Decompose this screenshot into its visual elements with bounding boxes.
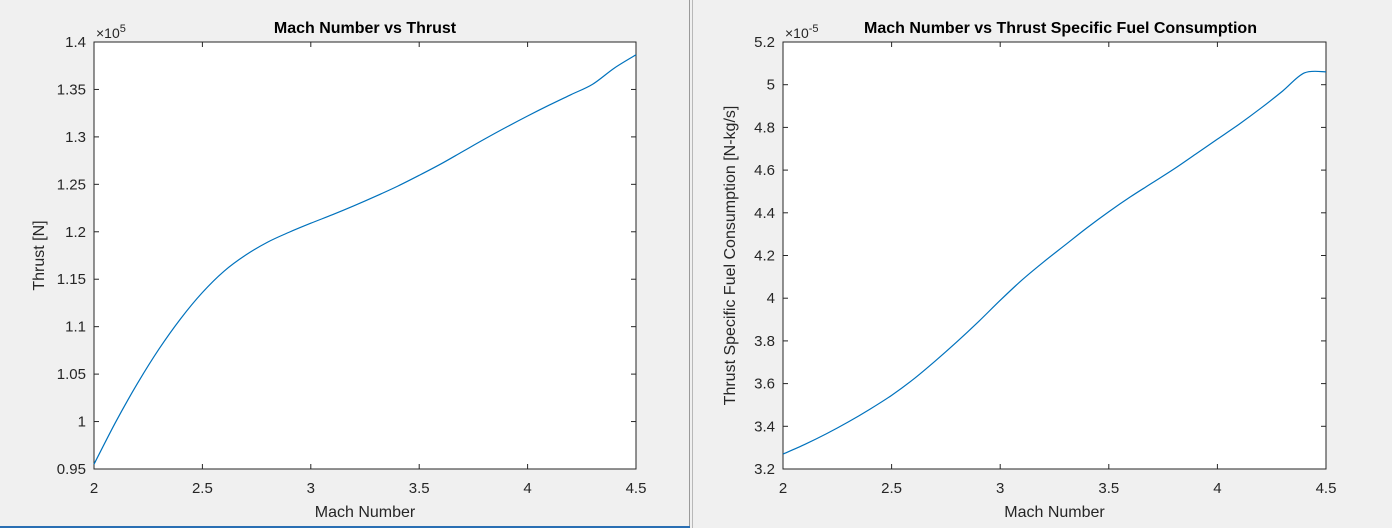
window-bottom-border	[0, 526, 690, 528]
y-tick-label: 3.6	[754, 376, 775, 393]
x-axis-label: Mach Number	[1004, 504, 1105, 521]
series-line-thrust	[93, 54, 637, 465]
y-tick-label: 1.3	[65, 129, 86, 146]
y-exponent-label: ×105	[96, 23, 126, 41]
y-exponent-power: 5	[120, 23, 126, 35]
y-tick-label: 1.1	[65, 319, 86, 336]
y-axis-label: Thrust [N]	[31, 220, 48, 290]
x-tick-label: 2	[779, 480, 787, 497]
x-tick-label: 3.5	[409, 480, 430, 497]
y-tick-label: 1.4	[65, 34, 86, 51]
x-tick-label: 4	[523, 480, 531, 497]
plot-area	[782, 41, 1327, 470]
y-tick-label: 1.15	[57, 271, 86, 288]
figure-window-thrust: 2 2.5 3 3.5 4 4.5 0.95 1 1.05 1.1 1.15 1.2 1.25 1.3 1.…	[0, 0, 690, 528]
y-tick-label: 5.2	[754, 34, 775, 51]
x-tick-label: 2	[90, 480, 98, 497]
x-tick-label: 4.5	[626, 480, 647, 497]
x-tick-label: 3	[996, 480, 1004, 497]
y-tick-label: 1.35	[57, 81, 86, 98]
y-tick-label: 1.2	[65, 224, 86, 241]
chart-thrust-svg: 2 2.5 3 3.5 4 4.5 0.95 1 1.05 1.1 1.15 1.2 1.25 1.3 1.…	[31, 20, 647, 521]
x-tick-label: 4.5	[1316, 480, 1337, 497]
y-tick-label: 4.4	[754, 205, 775, 222]
y-tick-label: 5	[767, 77, 775, 94]
chart-title: Mach Number vs Thrust	[274, 20, 457, 37]
y-exponent-base: ×10	[785, 25, 809, 41]
y-exponent-label: ×10-5	[785, 23, 819, 41]
y-tick-label: 1.05	[57, 366, 86, 383]
y-tick-label: 4.6	[754, 162, 775, 179]
x-tick-label: 2.5	[192, 480, 213, 497]
y-tick-label: 1	[78, 414, 86, 431]
plot-area	[93, 41, 637, 470]
y-tick-label: 4.2	[754, 248, 775, 265]
chart-title: Mach Number vs Thrust Specific Fuel Cons…	[864, 20, 1257, 37]
y-axis-label: Thrust Specific Fuel Consumption [N-kg/s…	[722, 106, 739, 406]
y-exponent-base: ×10	[96, 25, 120, 41]
x-tick-label: 2.5	[881, 480, 902, 497]
x-tick-label: 3.5	[1098, 480, 1119, 497]
y-tick-label: 4	[767, 290, 775, 307]
y-tick-label: 3.4	[754, 418, 775, 435]
figure-window-tsfc: 2 2.5 3 3.5 4 4.5 3.2 3.4 3.6 3.8 4 4.2 4.4 4.6 4.8 5 5.…	[692, 0, 1392, 528]
y-tick-label: 0.95	[57, 461, 86, 478]
y-tick-label: 3.2	[754, 461, 775, 478]
x-tick-label: 3	[307, 480, 315, 497]
y-tick-label: 3.8	[754, 333, 775, 350]
y-exponent-power: -5	[809, 23, 819, 35]
x-tick-label: 4	[1213, 480, 1221, 497]
y-tick-label: 1.25	[57, 176, 86, 193]
series-line-tsfc	[782, 70, 1327, 455]
chart-tsfc-svg: 2 2.5 3 3.5 4 4.5 3.2 3.4 3.6 3.8 4 4.2 4.4 4.6 4.8 5 5.…	[722, 20, 1337, 521]
y-tick-label: 4.8	[754, 119, 775, 136]
x-axis-label: Mach Number	[315, 504, 416, 521]
